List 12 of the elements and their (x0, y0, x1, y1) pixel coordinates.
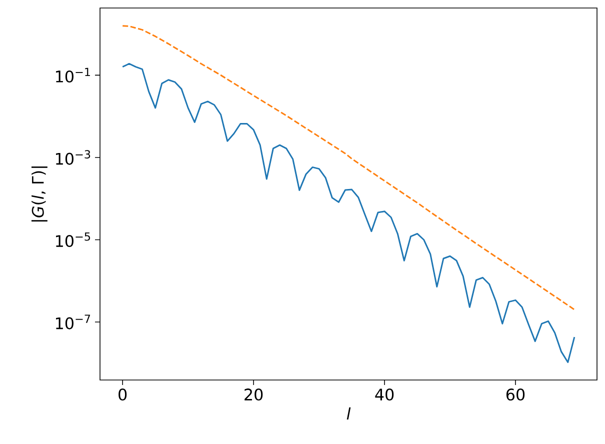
y-tick-label: 10$^{−3}$ (56, 150, 90, 165)
x-tick-label: 40 (375, 388, 394, 401)
x-tick-label: 0 (118, 388, 127, 401)
x-tick-label: 60 (506, 388, 525, 401)
x-tick-label: 20 (244, 388, 263, 401)
y-axis-title: |G(l, Γ)| (31, 166, 48, 222)
y-tick-label: 10$^{−5}$ (56, 232, 90, 248)
x-axis-title: l (346, 407, 351, 420)
line-series (122, 25, 576, 310)
y-tick-label: 10$^{−7}$ (56, 314, 90, 330)
line-series (122, 62, 576, 364)
y-tick-label: 10$^{−1}$ (56, 68, 90, 82)
